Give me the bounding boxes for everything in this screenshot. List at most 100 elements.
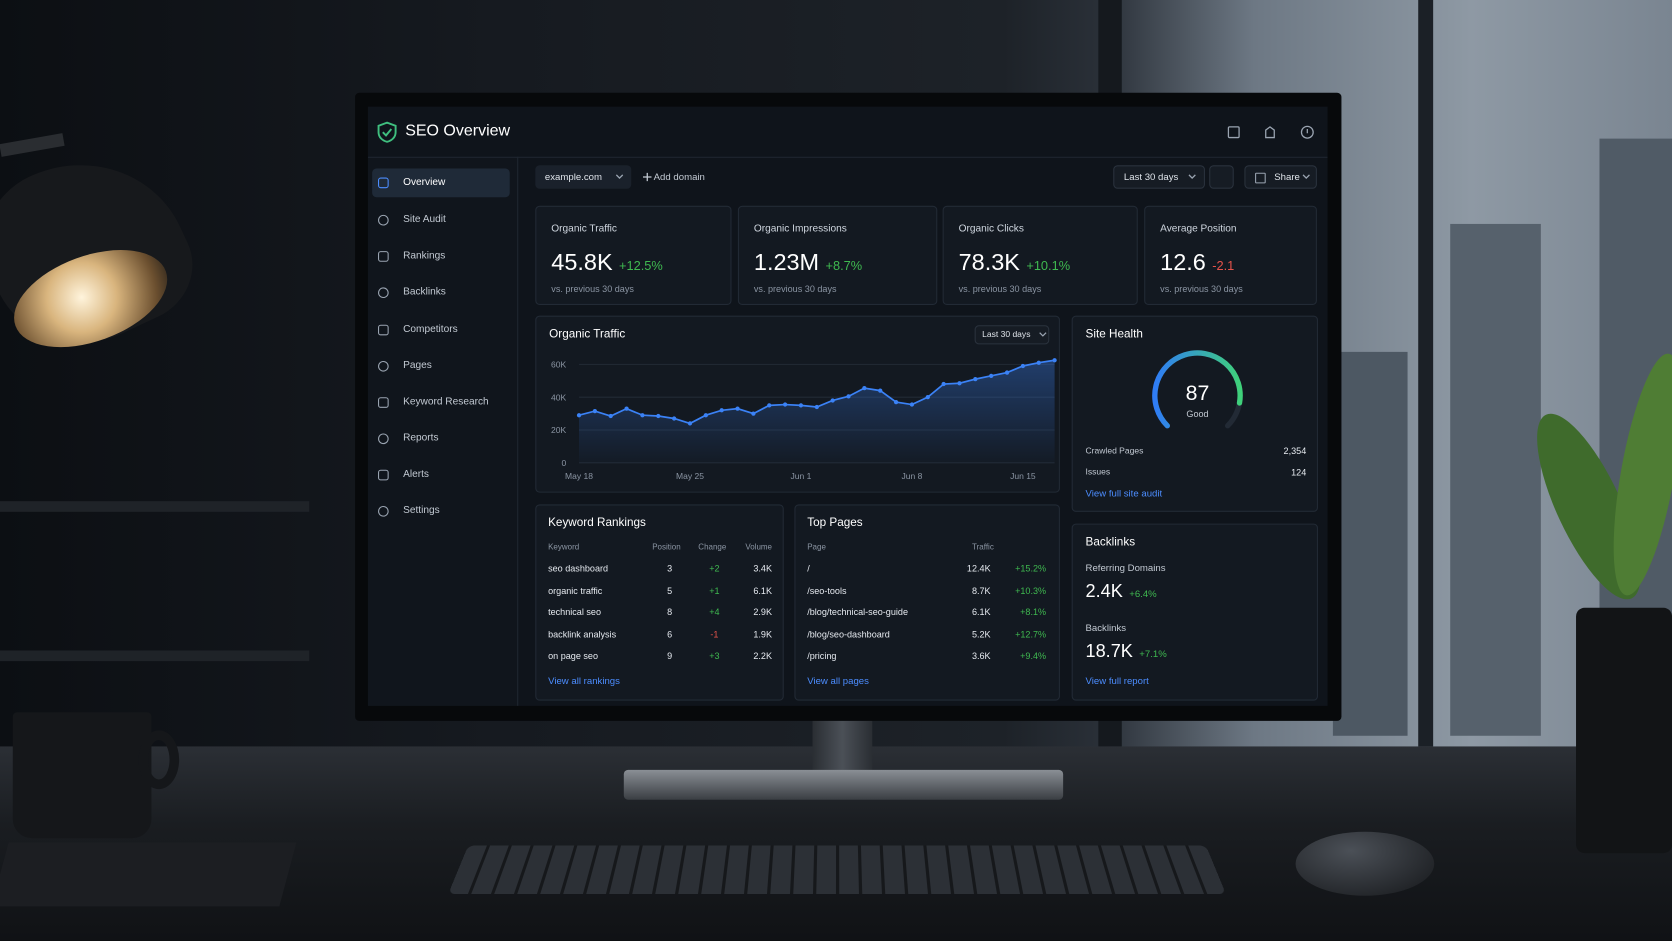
monitor-base [623, 769, 1064, 800]
kpi-label: Organic Traffic [551, 223, 617, 235]
monitor-neck [812, 716, 873, 777]
mug [12, 712, 152, 839]
date-range-button[interactable] [1113, 165, 1205, 189]
nav-item[interactable]: Competitors [403, 323, 458, 336]
table-cell: technical seo [548, 606, 602, 618]
kpi-change: +12.5% [619, 258, 663, 273]
notebook [0, 842, 297, 907]
nav-icon-shape [378, 286, 389, 298]
keyword-rankings-panel: Keyword Rankings Keyword Position Change Vol… [535, 504, 784, 701]
column-header: Traffic [972, 542, 994, 552]
table-cell: +1 [709, 584, 720, 596]
nav-item[interactable]: Overview [403, 176, 446, 188]
nav-icon-shape [378, 177, 389, 188]
nav-item[interactable]: Reports [403, 432, 439, 444]
table-cell: 8 [667, 606, 673, 618]
table-cell: /seo-tools [807, 584, 847, 596]
icon-button[interactable] [1209, 165, 1234, 189]
plus-path [642, 172, 652, 182]
metric-change: +6.4% [1129, 588, 1157, 600]
column-header: Keyword [548, 542, 580, 552]
kpi-value: 45.8K [551, 248, 613, 276]
point [782, 402, 788, 407]
nav-icon-shape [378, 432, 389, 444]
header-icon[interactable] [1226, 125, 1241, 140]
nav-item[interactable]: Alerts [403, 468, 429, 481]
chart-period-select[interactable] [974, 325, 1050, 345]
nav-icon-shape [378, 505, 389, 517]
point [989, 373, 994, 378]
y-tick-label: 40K [551, 392, 566, 402]
column-header: Page [807, 542, 826, 552]
date-range-label: Last 30 days [1123, 171, 1179, 182]
add-domain-plus-icon[interactable]: Add domain [653, 171, 705, 182]
kpi-change: +8.7% [825, 258, 863, 273]
app-title: SEO Overview [405, 121, 511, 140]
area [579, 360, 1055, 463]
nav-icon [378, 177, 389, 188]
link[interactable]: View full site audit [1085, 487, 1163, 499]
point [941, 381, 946, 387]
building [1332, 351, 1408, 736]
column-header: Change [698, 542, 727, 552]
table-cell: +15.2% [1015, 562, 1047, 574]
link[interactable]: View full report [1085, 675, 1149, 687]
nav-item[interactable]: Site Audit [403, 213, 446, 226]
gauge-value [1152, 350, 1243, 429]
gauge-score: 87 [1185, 381, 1210, 406]
table-cell: +12.7% [1015, 628, 1047, 640]
table-cell: +3 [709, 650, 720, 662]
nav-icon [378, 286, 389, 298]
line-chart: 0 20K 40K 60K May 18 May 25 Jun 1 Jun 8 Jun 15 [551, 358, 1057, 481]
kpi-note: vs. previous 30 days [1160, 283, 1243, 295]
header-icon[interactable] [1300, 125, 1315, 140]
panel-title: Backlinks [1085, 535, 1136, 549]
header-icon[interactable] [1263, 125, 1278, 140]
domain-value: example.com [544, 171, 602, 182]
point [1036, 360, 1041, 365]
kpi-value-row: 45.8K +12.5% [551, 248, 662, 276]
kpi-change: -2.1 [1212, 258, 1235, 273]
table-cell: +4 [709, 606, 720, 618]
point [893, 399, 899, 405]
point [592, 408, 598, 414]
metric-value: 2.4K [1085, 581, 1123, 602]
kpi-card: Organic Impressions 1.23M +8.7% vs. previou… [737, 205, 938, 305]
chevron [1188, 174, 1196, 179]
point [640, 413, 645, 418]
table-cell: +10.3% [1015, 584, 1047, 596]
x-tick-label: Jun 1 [791, 471, 812, 481]
nav-icon [378, 214, 389, 225]
table-cell: / [807, 562, 810, 574]
link[interactable]: View all pages [807, 675, 869, 687]
kpi-value: 1.23M [753, 248, 820, 276]
gauge [1152, 350, 1243, 429]
dashboard-screen: SEO Overview Overview Site Audit Rankings Ba… [367, 106, 1328, 706]
nav-item[interactable]: Rankings [403, 249, 446, 262]
table-cell: /pricing [807, 650, 837, 662]
nav-icon-shape [378, 250, 389, 262]
domain-select[interactable] [535, 165, 632, 189]
nav-item[interactable]: Backlinks [403, 286, 446, 298]
metric-value: 18.7K [1085, 640, 1133, 662]
mouse [1295, 831, 1435, 896]
nav-item[interactable]: Pages [403, 359, 432, 372]
table-cell: +9.4% [1020, 650, 1047, 662]
point [703, 413, 708, 418]
point [830, 398, 835, 403]
lamp-arm [0, 133, 65, 157]
chevron-path [1302, 174, 1310, 179]
health-value: 124 [1291, 466, 1307, 478]
nav-icon [378, 324, 389, 335]
chart-period: Last 30 days [982, 329, 1031, 340]
kpi-label: Organic Clicks [958, 223, 1024, 235]
shelf [0, 650, 310, 662]
link[interactable]: View all rankings [548, 675, 620, 687]
nav-icon [378, 469, 389, 480]
nav-item[interactable]: Settings [403, 504, 440, 517]
table-cell: 2.9K [753, 606, 773, 618]
nav-item[interactable]: Keyword Research [403, 395, 489, 408]
table-cell: /blog/seo-dashboard [807, 628, 890, 640]
panel-title: Top Pages [807, 516, 863, 530]
plus-icon [642, 172, 652, 182]
